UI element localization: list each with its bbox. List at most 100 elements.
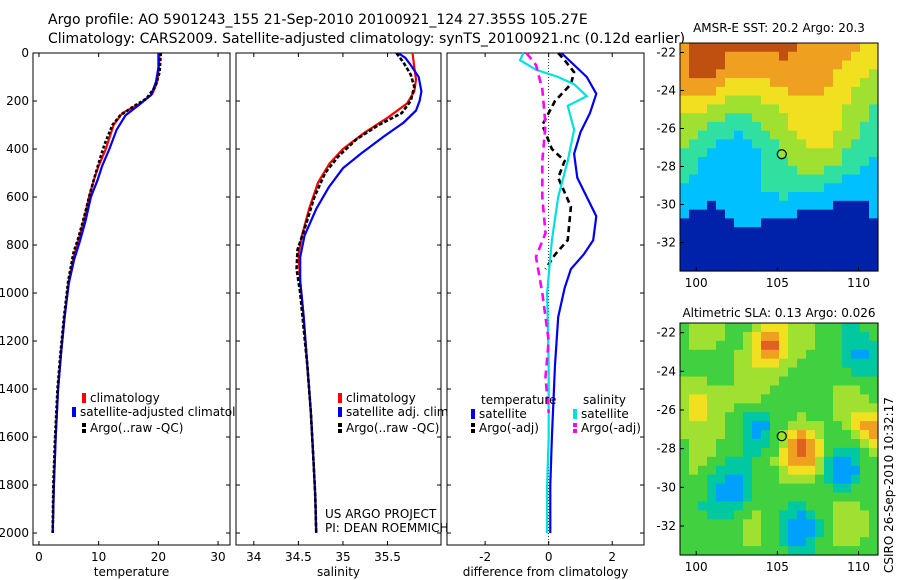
- sla-map-cell: [743, 403, 753, 413]
- sla-map-cell: [833, 412, 843, 422]
- sla-map-cell: [770, 430, 780, 440]
- sst-map-cell: [761, 200, 771, 211]
- sla-map-cell: [860, 358, 870, 369]
- sla-map-cell: [716, 403, 726, 413]
- sst-map-cell: [716, 104, 726, 114]
- sst-map-cell: [824, 43, 834, 53]
- sst-map-cell: [806, 43, 816, 53]
- sst-map-cell: [752, 262, 762, 272]
- sla-map-cell: [761, 456, 771, 467]
- sla-map-cell: [761, 367, 771, 378]
- sst-map-cell: [806, 69, 816, 79]
- sst-map-cell: [770, 253, 780, 263]
- sla-map-cell: [680, 323, 690, 333]
- sst-map-cell: [797, 165, 807, 176]
- sla-map-cell: [851, 412, 861, 422]
- sla-map-cell: [824, 376, 834, 387]
- sst-map-cell: [698, 51, 708, 62]
- sla-map-cell: [779, 439, 789, 449]
- sst-map-cell: [725, 200, 735, 211]
- sla-map-cell: [824, 537, 834, 547]
- sla-map-cell: [815, 474, 825, 485]
- sla-map-cell: [707, 492, 717, 503]
- sst-map-cell: [707, 218, 717, 228]
- sst-map-cell: [761, 95, 771, 105]
- sla-map-cell: [743, 537, 753, 547]
- sst-map-cell: [752, 244, 762, 255]
- sla-map-cell: [716, 430, 726, 440]
- sla-map-cell: [779, 376, 789, 387]
- sla-map-cell: [788, 340, 798, 351]
- sst-map-cell: [851, 60, 861, 70]
- sst-map-cell: [707, 60, 717, 70]
- sla-map-cell: [680, 349, 690, 360]
- sst-map-cell: [806, 86, 816, 97]
- sst-map-cell: [869, 244, 879, 255]
- sst-map-cell: [824, 192, 834, 202]
- sst-map-cell: [707, 174, 717, 184]
- sst-map-cell: [779, 192, 789, 202]
- sst-map-cell: [734, 235, 744, 246]
- diff-legend-salinity-title: salinity: [583, 393, 626, 407]
- sla-map-cell: [680, 483, 690, 494]
- sla-map-cell: [788, 349, 798, 360]
- sla-map-cell: [869, 376, 879, 387]
- sla-map-cell: [734, 519, 744, 529]
- sst-map-cell: [743, 174, 753, 184]
- sst-map-cell: [779, 78, 789, 88]
- sla-map-cell: [779, 323, 789, 333]
- difference-xtick-label: -2: [479, 550, 491, 564]
- sst-map-cell: [797, 95, 807, 105]
- sla-map-cell: [797, 412, 807, 422]
- sst-map-cell: [788, 200, 798, 211]
- sla-map-cell: [707, 537, 717, 547]
- sst-map-cell: [716, 139, 726, 149]
- sla-map-cell: [797, 492, 807, 503]
- sla-map-cell: [860, 510, 870, 520]
- sla-map-cell: [851, 439, 861, 449]
- sla-map-cell: [797, 358, 807, 369]
- sst-map-cell: [815, 218, 825, 228]
- sst-map-cell: [689, 148, 699, 158]
- sst-map-cell: [743, 227, 753, 237]
- sst-map-cell: [797, 86, 807, 97]
- sla-map-cell: [824, 510, 834, 520]
- sst-map-cell: [680, 60, 690, 70]
- sla-map-cell: [869, 447, 879, 458]
- sst-map-cell: [788, 113, 798, 123]
- sst-map-cell: [752, 139, 762, 149]
- sal-legend-satellite-label: satellite adj. clim.: [346, 405, 452, 419]
- sst-map-cell: [698, 43, 708, 53]
- sla-map-cell: [698, 376, 708, 387]
- sst-map-cell: [842, 121, 852, 132]
- sst-map-cell: [815, 113, 825, 123]
- sla-map-cell: [725, 483, 735, 494]
- sla-map-cell: [734, 492, 744, 503]
- sst-map-cell: [698, 104, 708, 114]
- sst-map-cell: [725, 78, 735, 88]
- sst-map-cell: [752, 78, 762, 88]
- sla-map-cell: [689, 483, 699, 494]
- sla-map-cell: [716, 340, 726, 351]
- sla-map-xtick-label: 100: [685, 560, 708, 574]
- sst-map-cell: [689, 244, 699, 255]
- sla-map-cell: [851, 421, 861, 431]
- sal-legend-satellite-swatch: [338, 407, 342, 417]
- sla-map-cell: [788, 474, 798, 485]
- sla-map-cell: [716, 537, 726, 547]
- sla-map-cell: [770, 447, 780, 458]
- salinity-xtick-label: 35.5: [374, 550, 401, 564]
- sst-map-xtick-label: 110: [847, 276, 870, 290]
- sla-map-cell: [779, 510, 789, 520]
- sst-map-cell: [860, 165, 870, 176]
- sla-map-cell: [788, 439, 798, 449]
- depth-tick-label: 400: [6, 142, 29, 156]
- sla-map-cell: [869, 358, 879, 369]
- difference-series-1-line: [540, 52, 576, 270]
- sla-map-cell: [806, 537, 816, 547]
- sla-map-cell: [743, 412, 753, 422]
- sst-map-cell: [680, 51, 690, 62]
- sst-argo-location-marker: [776, 149, 787, 160]
- sla-map-cell: [797, 439, 807, 449]
- sst-map-cell: [824, 253, 834, 263]
